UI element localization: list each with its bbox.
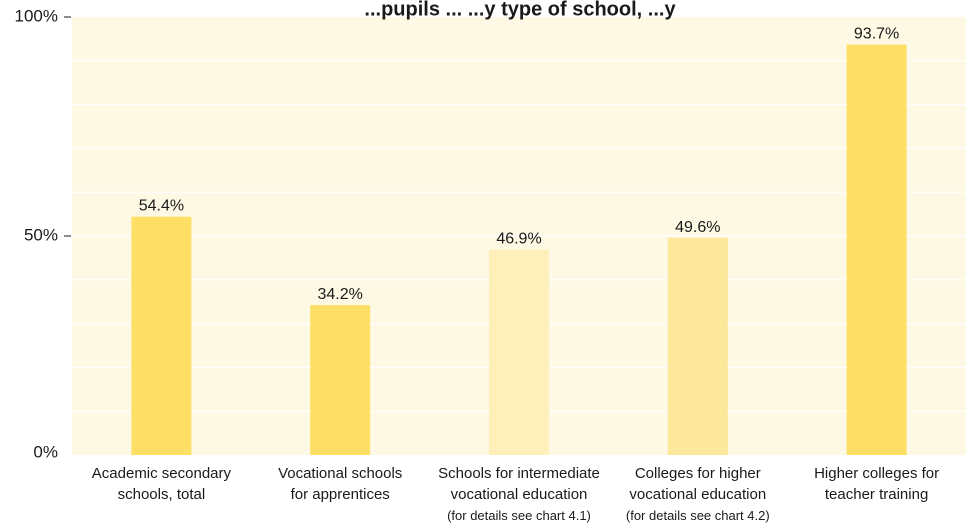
data-label: 34.2% (318, 286, 363, 303)
bar (310, 305, 371, 455)
y-tick-label: 50% (24, 225, 58, 244)
data-label: 93.7% (854, 26, 899, 43)
x-category-label: Vocational schools (278, 465, 402, 482)
x-category-label: Academic secondary (92, 465, 232, 482)
x-category-note: (for details see chart 4.1) (447, 508, 591, 523)
bar (131, 216, 192, 455)
data-label: 49.6% (675, 219, 720, 236)
chart-title: ...pupils ... ...y type of school, ...y (364, 0, 676, 21)
x-category-label: Colleges for higher (635, 465, 761, 482)
x-category-label: vocational education (451, 486, 588, 503)
x-category-label: vocational education (629, 486, 766, 503)
x-category-label: schools, total (118, 486, 206, 503)
data-label: 46.9% (496, 231, 541, 248)
bar (667, 237, 728, 455)
x-category-label: for apprentices (291, 486, 390, 503)
x-category-label: Schools for intermediate (438, 465, 600, 482)
x-category-label: Higher colleges for (814, 465, 939, 482)
x-category-label: teacher training (825, 486, 928, 503)
bar (489, 249, 549, 455)
x-category-note: (for details see chart 4.2) (626, 508, 770, 523)
bar (846, 44, 907, 456)
y-tick-label: 100% (15, 6, 58, 25)
y-tick-label: 0% (33, 442, 58, 461)
data-label: 54.4% (139, 198, 184, 215)
